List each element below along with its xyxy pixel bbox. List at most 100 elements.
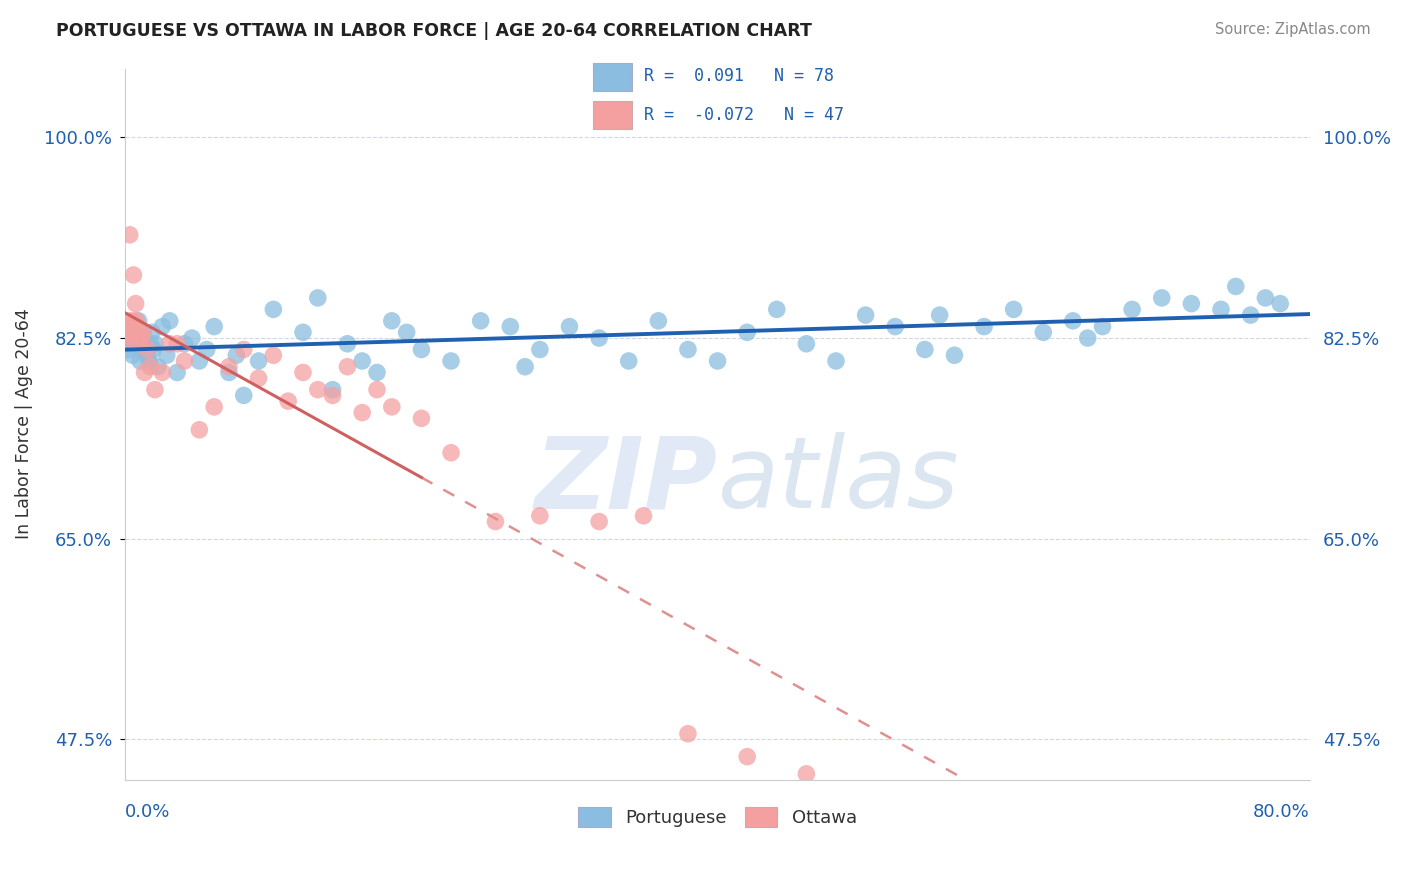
- Point: [647, 314, 669, 328]
- Point: [124, 296, 146, 310]
- Text: atlas: atlas: [717, 433, 959, 530]
- Point: [825, 354, 848, 368]
- Point: [143, 336, 166, 351]
- Point: [232, 388, 254, 402]
- Point: [1091, 319, 1114, 334]
- Point: [181, 331, 204, 345]
- Point: [1032, 326, 1054, 340]
- Point: [291, 326, 314, 340]
- Point: [914, 343, 936, 357]
- Point: [117, 343, 139, 357]
- Point: [1225, 279, 1247, 293]
- Point: [1270, 296, 1292, 310]
- Point: [336, 359, 359, 374]
- Point: [884, 319, 907, 334]
- Point: [131, 331, 153, 345]
- Point: [247, 354, 270, 368]
- Point: [529, 508, 551, 523]
- Point: [150, 366, 173, 380]
- Point: [122, 319, 145, 334]
- Point: [247, 371, 270, 385]
- Point: [1062, 314, 1084, 328]
- Point: [156, 348, 179, 362]
- Point: [232, 343, 254, 357]
- Point: [132, 326, 155, 340]
- Point: [127, 319, 149, 334]
- Point: [336, 336, 359, 351]
- Point: [225, 348, 247, 362]
- Text: R =  -0.072   N = 47: R = -0.072 N = 47: [644, 105, 844, 123]
- Point: [1002, 302, 1025, 317]
- Point: [855, 308, 877, 322]
- Point: [291, 366, 314, 380]
- Point: [440, 354, 463, 368]
- Point: [188, 354, 211, 368]
- Text: 80.0%: 80.0%: [1253, 803, 1310, 821]
- Point: [928, 308, 950, 322]
- FancyBboxPatch shape: [592, 101, 631, 129]
- FancyBboxPatch shape: [592, 62, 631, 91]
- Point: [735, 749, 758, 764]
- Text: 0.0%: 0.0%: [125, 803, 170, 821]
- Point: [943, 348, 966, 362]
- Point: [973, 319, 995, 334]
- Point: [513, 359, 536, 374]
- Point: [617, 354, 640, 368]
- Point: [150, 319, 173, 334]
- Point: [132, 326, 155, 340]
- Point: [188, 423, 211, 437]
- Point: [735, 326, 758, 340]
- Text: Source: ZipAtlas.com: Source: ZipAtlas.com: [1215, 22, 1371, 37]
- Text: ZIP: ZIP: [534, 433, 717, 530]
- Point: [129, 336, 152, 351]
- Point: [195, 343, 218, 357]
- Point: [262, 302, 284, 317]
- Point: [120, 319, 142, 334]
- Point: [129, 354, 152, 368]
- Point: [124, 319, 146, 334]
- Point: [134, 366, 156, 380]
- Point: [411, 411, 433, 425]
- Point: [470, 314, 492, 328]
- Point: [120, 331, 142, 345]
- Point: [138, 354, 160, 368]
- Point: [676, 727, 699, 741]
- Point: [307, 383, 329, 397]
- Point: [118, 227, 141, 242]
- Point: [352, 354, 374, 368]
- Point: [127, 331, 149, 345]
- Point: [128, 326, 150, 340]
- Point: [588, 331, 610, 345]
- Point: [122, 336, 145, 351]
- Point: [121, 314, 143, 328]
- Point: [1254, 291, 1277, 305]
- Point: [706, 354, 728, 368]
- Point: [143, 383, 166, 397]
- Point: [1209, 302, 1232, 317]
- Point: [1077, 331, 1099, 345]
- Point: [366, 366, 388, 380]
- Point: [141, 326, 163, 340]
- Point: [484, 515, 506, 529]
- Point: [122, 268, 145, 282]
- Point: [134, 343, 156, 357]
- Point: [366, 383, 388, 397]
- Point: [633, 508, 655, 523]
- Legend: Portuguese, Ottawa: Portuguese, Ottawa: [571, 800, 865, 835]
- Point: [411, 343, 433, 357]
- Point: [1239, 308, 1261, 322]
- Point: [117, 314, 139, 328]
- Point: [202, 319, 225, 334]
- Point: [121, 326, 143, 340]
- Y-axis label: In Labor Force | Age 20-64: In Labor Force | Age 20-64: [15, 309, 32, 540]
- Point: [796, 336, 818, 351]
- Point: [135, 336, 157, 351]
- Point: [499, 319, 522, 334]
- Point: [558, 319, 581, 334]
- Point: [796, 767, 818, 781]
- Point: [142, 343, 165, 357]
- Point: [588, 515, 610, 529]
- Point: [121, 348, 143, 362]
- Text: PORTUGUESE VS OTTAWA IN LABOR FORCE | AGE 20-64 CORRELATION CHART: PORTUGUESE VS OTTAWA IN LABOR FORCE | AG…: [56, 22, 813, 40]
- Point: [202, 400, 225, 414]
